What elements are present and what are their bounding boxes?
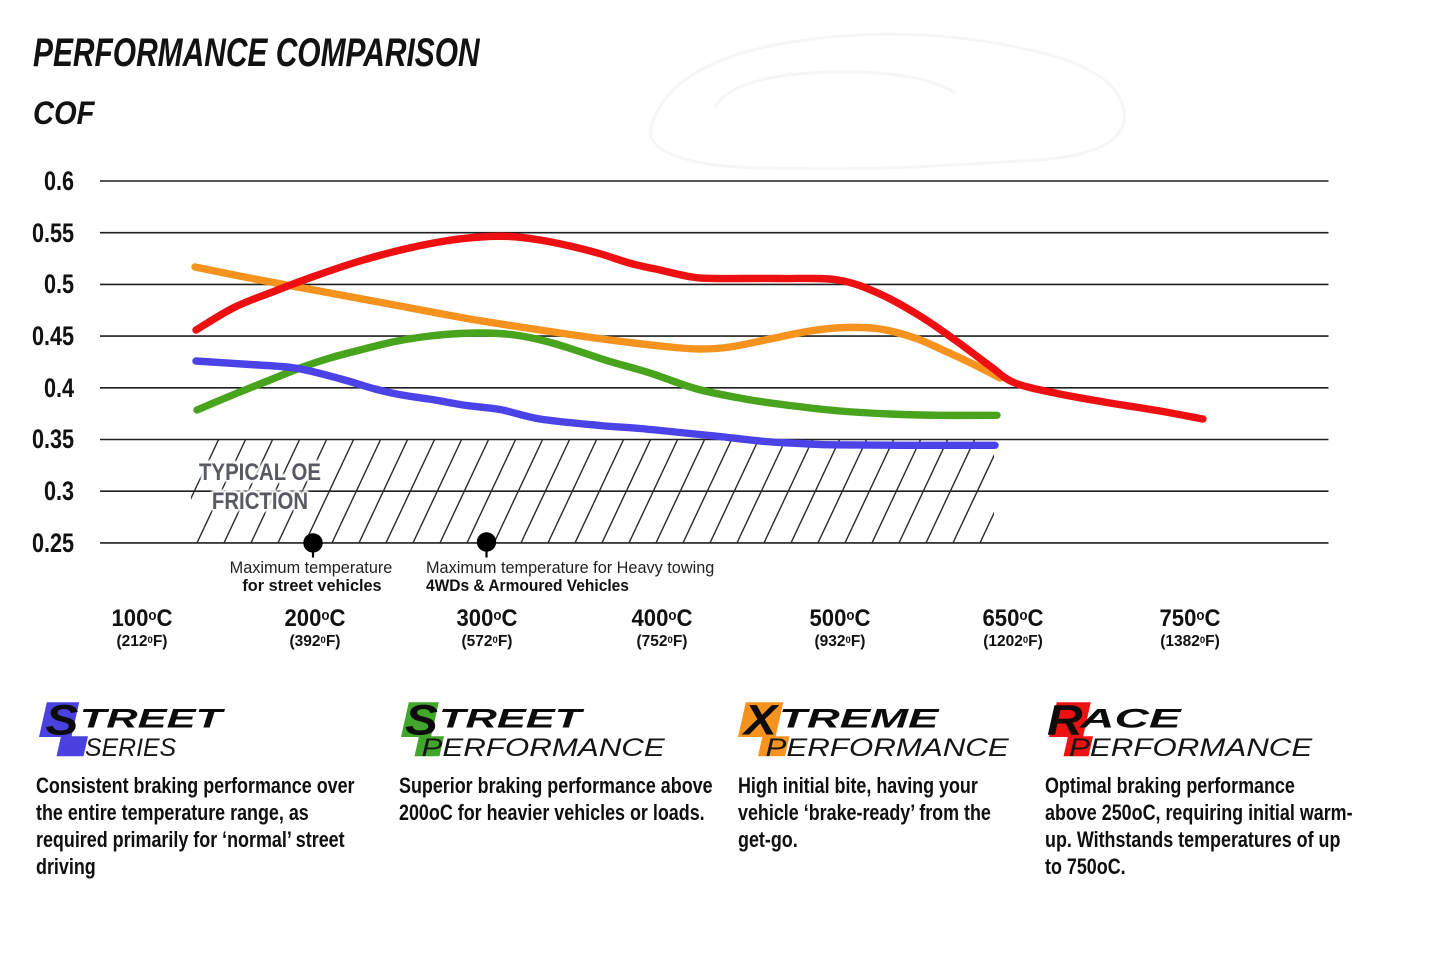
svg-text:PERFORMANCE: PERFORMANCE <box>1069 734 1314 761</box>
svg-text:TREME: TREME <box>779 703 940 733</box>
svg-text:R: R <box>1047 698 1083 744</box>
svg-text:ACE: ACE <box>1079 704 1182 734</box>
svg-text:TREET: TREET <box>80 703 226 733</box>
svg-text:TREET: TREET <box>439 703 585 733</box>
svg-text:S: S <box>46 698 79 744</box>
svg-text:S: S <box>405 698 438 744</box>
svg-text:SERIES: SERIES <box>85 735 177 762</box>
svg-text:PERFORMANCE: PERFORMANCE <box>766 734 1011 761</box>
svg-text:PERFORMANCE: PERFORMANCE <box>422 734 667 761</box>
svg-text:X: X <box>741 698 780 744</box>
